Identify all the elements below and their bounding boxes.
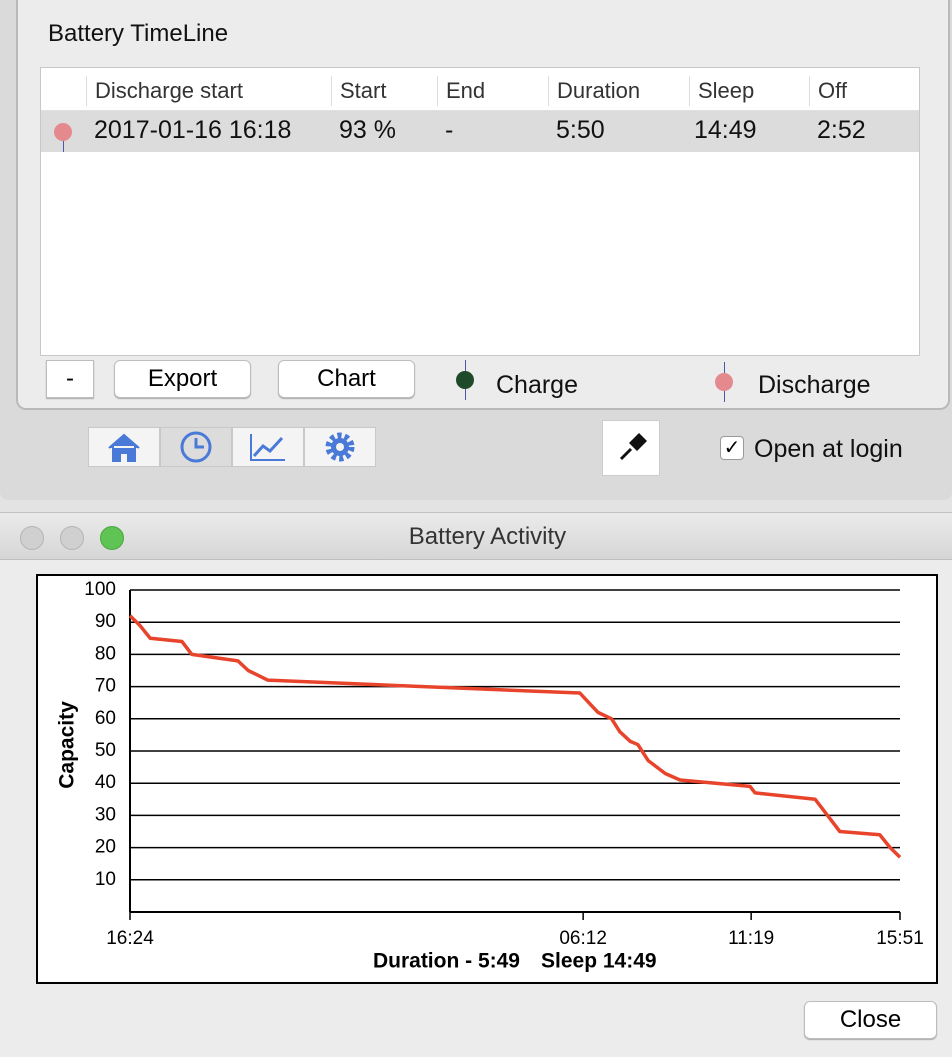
discharge-marker: [54, 123, 72, 141]
table: Discharge start Start End Duration Sleep…: [40, 67, 920, 356]
timeline-tab[interactable]: [160, 427, 232, 467]
pin-icon: [619, 433, 647, 461]
checkbox[interactable]: ✓: [720, 436, 744, 460]
close-button[interactable]: Close: [804, 1001, 937, 1039]
window-title: Battery TimeLine: [48, 20, 229, 47]
timeline-window: Battery TimeLine Discharge start Start E…: [0, 0, 952, 500]
table-row[interactable]: 2017-01-16 16:18 93 % - 5:50 14:49 2:52: [41, 111, 919, 152]
chart-tab[interactable]: [232, 427, 304, 467]
column-header[interactable]: Duration: [548, 76, 640, 106]
discharge-marker: [715, 373, 733, 391]
x-tick-label: 06:12: [559, 928, 607, 949]
x-tick-label: 16:24: [106, 928, 154, 949]
y-tick-label: 40: [95, 772, 116, 793]
settings-tab[interactable]: [304, 427, 376, 467]
window-title: Battery Activity: [408, 523, 567, 550]
y-tick-label: 100: [84, 579, 116, 600]
cell: 93 %: [339, 116, 396, 144]
charge-marker: [456, 371, 474, 389]
y-tick-label: 90: [95, 611, 116, 632]
y-tick-label: 10: [95, 869, 116, 890]
pin-button[interactable]: [602, 420, 660, 476]
y-tick-label: 30: [95, 804, 116, 825]
y-axis-label: Capacity: [56, 701, 79, 789]
clock-icon: [180, 431, 212, 463]
annotation: Duration - 5:49: [373, 950, 520, 973]
cell: 2:52: [817, 116, 866, 144]
export-button[interactable]: Export: [114, 360, 251, 398]
legend-label: Charge: [496, 371, 578, 399]
column-header[interactable]: End: [437, 76, 485, 106]
x-tick-label: 15:51: [876, 928, 924, 949]
cell: 2017-01-16 16:18: [94, 116, 292, 144]
y-tick-label: 50: [95, 740, 116, 761]
home-tab[interactable]: [88, 427, 160, 467]
title-bar: Battery Activity: [0, 513, 952, 560]
home-icon: [108, 433, 140, 462]
data-line: [128, 614, 902, 859]
y-tick-label: 60: [95, 708, 116, 729]
chart-icon: [250, 434, 285, 461]
min-dot[interactable]: [60, 526, 84, 550]
cell: 14:49: [694, 116, 757, 144]
remove-button[interactable]: -: [46, 360, 94, 398]
column-header[interactable]: Off: [809, 76, 847, 106]
annotation: Sleep 14:49: [541, 950, 657, 973]
chart-button[interactable]: Chart: [278, 360, 415, 398]
close-dot[interactable]: [20, 526, 44, 550]
checkbox-label[interactable]: Open at login: [754, 435, 903, 463]
x-tick-label: 11:19: [728, 928, 774, 949]
column-header[interactable]: Start: [331, 76, 386, 106]
chart-frame: [36, 574, 938, 984]
cell: -: [445, 116, 454, 144]
cell: 5:50: [556, 116, 605, 144]
marker-stem: [63, 141, 64, 152]
y-tick-label: 80: [95, 643, 116, 664]
chart: Capacity Duration - 5:49 Sleep 14:49 10 2…: [36, 574, 938, 984]
y-tick-label: 20: [95, 837, 116, 858]
zoom-dot[interactable]: [100, 526, 124, 550]
y-tick-label: 70: [95, 676, 116, 697]
column-header[interactable]: Discharge start: [86, 76, 243, 106]
column-header[interactable]: Sleep: [689, 76, 754, 106]
table-header: Discharge start Start End Duration Sleep…: [41, 68, 919, 111]
legend-label: Discharge: [758, 371, 871, 399]
gear-icon: [325, 432, 355, 462]
